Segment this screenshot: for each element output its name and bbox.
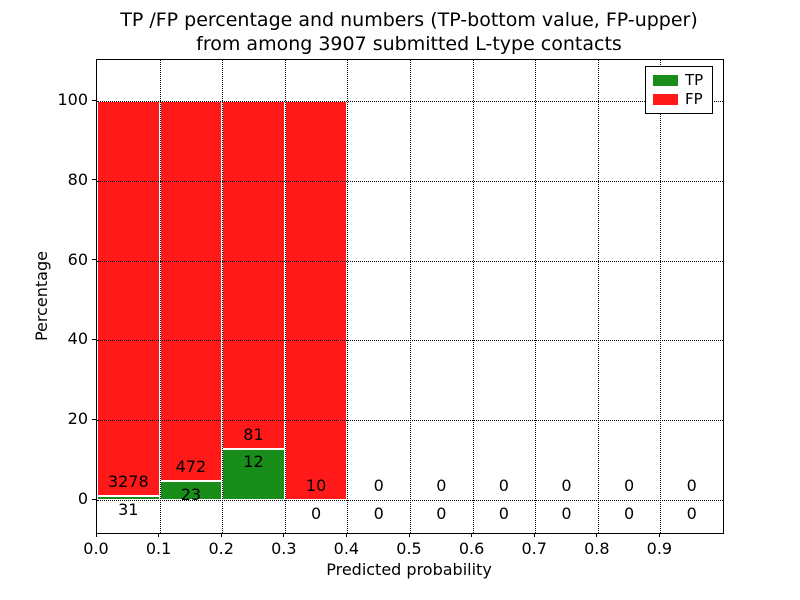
x-tick-mark bbox=[283, 533, 285, 537]
bar-segment-fp bbox=[97, 101, 160, 497]
y-tick-mark bbox=[92, 99, 96, 101]
bar-count-label-tp: 23 bbox=[180, 485, 202, 505]
gridline-vertical bbox=[159, 60, 161, 533]
fp-color-swatch bbox=[653, 94, 678, 105]
x-tick-label: 0.2 bbox=[208, 539, 234, 558]
y-tick-mark bbox=[92, 259, 96, 261]
bar-count-label-tp: 0 bbox=[311, 503, 322, 523]
gridline-horizontal bbox=[97, 260, 723, 262]
bar-count-label-fp: 0 bbox=[498, 476, 509, 496]
bar-count-label-tp: 12 bbox=[243, 452, 264, 472]
bar-count-label-tp: 0 bbox=[686, 503, 697, 523]
x-tick-label: 0.6 bbox=[458, 539, 485, 558]
bar-count-label-tp: 0 bbox=[561, 503, 572, 523]
gridline-horizontal bbox=[97, 340, 723, 342]
legend-label-fp: FP bbox=[685, 90, 703, 108]
gridline-vertical bbox=[410, 60, 411, 533]
x-tick-label: 0.9 bbox=[646, 539, 673, 558]
bar-count-label-fp: 81 bbox=[243, 424, 264, 444]
bar-count-label-tp: 0 bbox=[436, 503, 447, 523]
bar-count-label-fp: 0 bbox=[373, 476, 384, 496]
x-tick-label: 0.0 bbox=[83, 539, 109, 558]
bar-count-label-tp: 0 bbox=[624, 503, 635, 523]
x-tick-label: 0.5 bbox=[396, 539, 422, 558]
bar-count-label-fp: 10 bbox=[305, 476, 327, 496]
bar-count-label-fp: 0 bbox=[561, 476, 572, 496]
y-tick-label: 100 bbox=[57, 90, 88, 109]
x-tick-label: 0.8 bbox=[584, 539, 610, 558]
tp-color-swatch bbox=[653, 75, 678, 86]
x-tick-mark bbox=[533, 533, 535, 537]
gridline-horizontal bbox=[97, 500, 723, 501]
gridline-horizontal bbox=[97, 420, 723, 422]
x-tick-mark bbox=[658, 533, 660, 537]
legend-item-tp: TP bbox=[653, 73, 705, 88]
y-tick-label: 80 bbox=[67, 169, 88, 189]
gridline-vertical bbox=[535, 60, 537, 533]
y-tick-mark bbox=[92, 418, 96, 420]
bar-count-label-tp: 31 bbox=[118, 500, 139, 520]
x-tick-label: 0.4 bbox=[333, 539, 360, 558]
gridline-vertical bbox=[347, 60, 349, 533]
y-tick-label: 60 bbox=[67, 249, 88, 269]
bar-segment-tp bbox=[97, 496, 160, 500]
bar-segment-fp bbox=[159, 101, 223, 482]
bar-count-label-fp: 0 bbox=[624, 476, 635, 496]
gridline-vertical bbox=[660, 60, 662, 533]
gridline-vertical bbox=[222, 60, 224, 533]
chart-title: TP /FP percentage and numbers (TP-bottom… bbox=[96, 8, 722, 56]
gridline-vertical bbox=[597, 60, 599, 533]
x-tick-label: 0.7 bbox=[521, 539, 547, 558]
chart-title-line2: from among 3907 submitted L-type contact… bbox=[196, 33, 622, 55]
chart-title-line1: TP /FP percentage and numbers (TP-bottom… bbox=[120, 9, 698, 31]
legend-label-tp: TP bbox=[685, 71, 704, 89]
x-tick-mark bbox=[95, 533, 97, 537]
bar-count-label-fp: 472 bbox=[175, 457, 207, 477]
x-tick-mark bbox=[158, 533, 160, 537]
gridline-vertical bbox=[284, 60, 286, 533]
y-tick-label: 40 bbox=[67, 329, 88, 349]
bar-count-label-fp: 0 bbox=[686, 476, 697, 496]
x-tick-mark bbox=[345, 533, 347, 537]
x-tick-label: 0.3 bbox=[271, 539, 297, 558]
y-tick-mark bbox=[92, 498, 96, 500]
x-tick-mark bbox=[220, 533, 222, 537]
gridline-horizontal bbox=[97, 180, 723, 182]
bar-segment-tp bbox=[222, 448, 285, 500]
bar-count-label-tp: 0 bbox=[498, 503, 509, 523]
y-tick-label: 20 bbox=[67, 409, 88, 429]
bar-count-label-tp: 0 bbox=[373, 503, 384, 523]
bar-count-label-fp: 3278 bbox=[107, 472, 149, 492]
x-tick-mark bbox=[596, 533, 598, 537]
x-tick-label: 0.1 bbox=[145, 539, 172, 558]
y-tick-label: 0 bbox=[77, 489, 88, 508]
x-tick-mark bbox=[471, 533, 473, 537]
bar-count-label-fp: 0 bbox=[436, 476, 447, 496]
bar-segment-fp bbox=[222, 101, 285, 449]
legend: TP FP bbox=[645, 66, 713, 114]
y-tick-mark bbox=[92, 338, 96, 340]
bar-segment-fp bbox=[284, 101, 348, 500]
plot-area: 3278 31 472 23 81 12 10 0 0 0 0 0 0 0 0 0 0 0 0 0 bbox=[96, 59, 724, 534]
gridline-horizontal bbox=[97, 101, 723, 102]
y-tick-mark bbox=[92, 179, 96, 181]
y-axis-label: Percentage bbox=[32, 251, 51, 342]
gridline-vertical bbox=[472, 60, 474, 533]
x-axis-label: Predicted probability bbox=[326, 560, 492, 579]
x-tick-mark bbox=[408, 533, 410, 537]
legend-item-fp: FP bbox=[653, 92, 705, 107]
